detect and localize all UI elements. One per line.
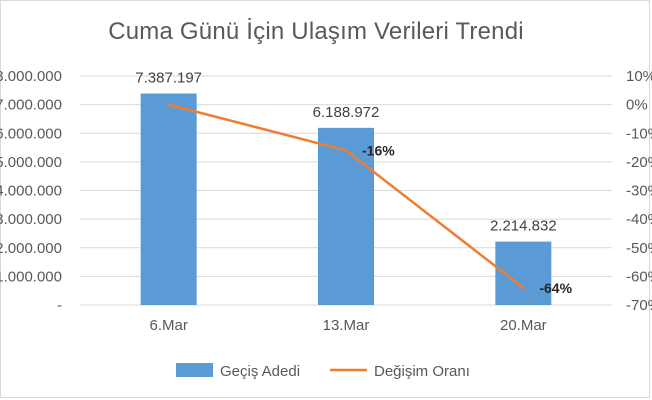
y-right-tick-label: 10% xyxy=(626,68,652,85)
y-right-tick-label: -40% xyxy=(626,211,652,228)
y-right-tick-label: -30% xyxy=(626,183,652,200)
x-tick-label: 13.Mar xyxy=(323,317,370,334)
bar xyxy=(318,127,374,306)
legend-label-line: Değişim Oranı xyxy=(374,363,470,380)
bar-data-label: 2.214.832 xyxy=(490,218,557,235)
y-right-tick-label: 0% xyxy=(626,97,648,114)
x-tick-label: 20.Mar xyxy=(500,317,547,334)
line-point xyxy=(167,103,171,107)
y-left-tick-label: 7.000.000 xyxy=(0,97,62,114)
x-tick-label: 6.Mar xyxy=(149,317,187,334)
y-left-tick-label: 8.000.000 xyxy=(0,68,62,85)
line-point xyxy=(344,148,348,152)
y-left-tick-label: 6.000.000 xyxy=(0,125,62,142)
bar xyxy=(140,93,197,305)
y-right-tick-label: -60% xyxy=(626,268,652,285)
y-right-tick-label: -20% xyxy=(626,154,652,171)
line-data-label: -16% xyxy=(362,142,395,158)
y-right-tick-label: -70% xyxy=(626,297,652,314)
legend-swatch-bar xyxy=(176,363,213,377)
bar-data-label: 6.188.972 xyxy=(313,104,380,121)
chart-title: Cuma Günü İçin Ulaşım Verileri Trendi xyxy=(108,18,524,45)
y-left-tick-label: - xyxy=(57,297,62,314)
y-left-tick-label: 4.000.000 xyxy=(0,183,62,200)
line-data-label: -64% xyxy=(539,280,572,296)
line-point xyxy=(521,286,525,290)
y-right-tick-label: -50% xyxy=(626,240,652,257)
y-left-tick-label: 1.000.000 xyxy=(0,268,62,285)
bar-data-label: 7.387.197 xyxy=(135,70,202,87)
legend-label-bar: Geçiş Adedi xyxy=(220,363,300,380)
y-left-tick-label: 5.000.000 xyxy=(0,154,62,171)
y-left-tick-label: 2.000.000 xyxy=(0,240,62,257)
y-right-tick-label: -10% xyxy=(626,125,652,142)
y-left-tick-label: 3.000.000 xyxy=(0,211,62,228)
